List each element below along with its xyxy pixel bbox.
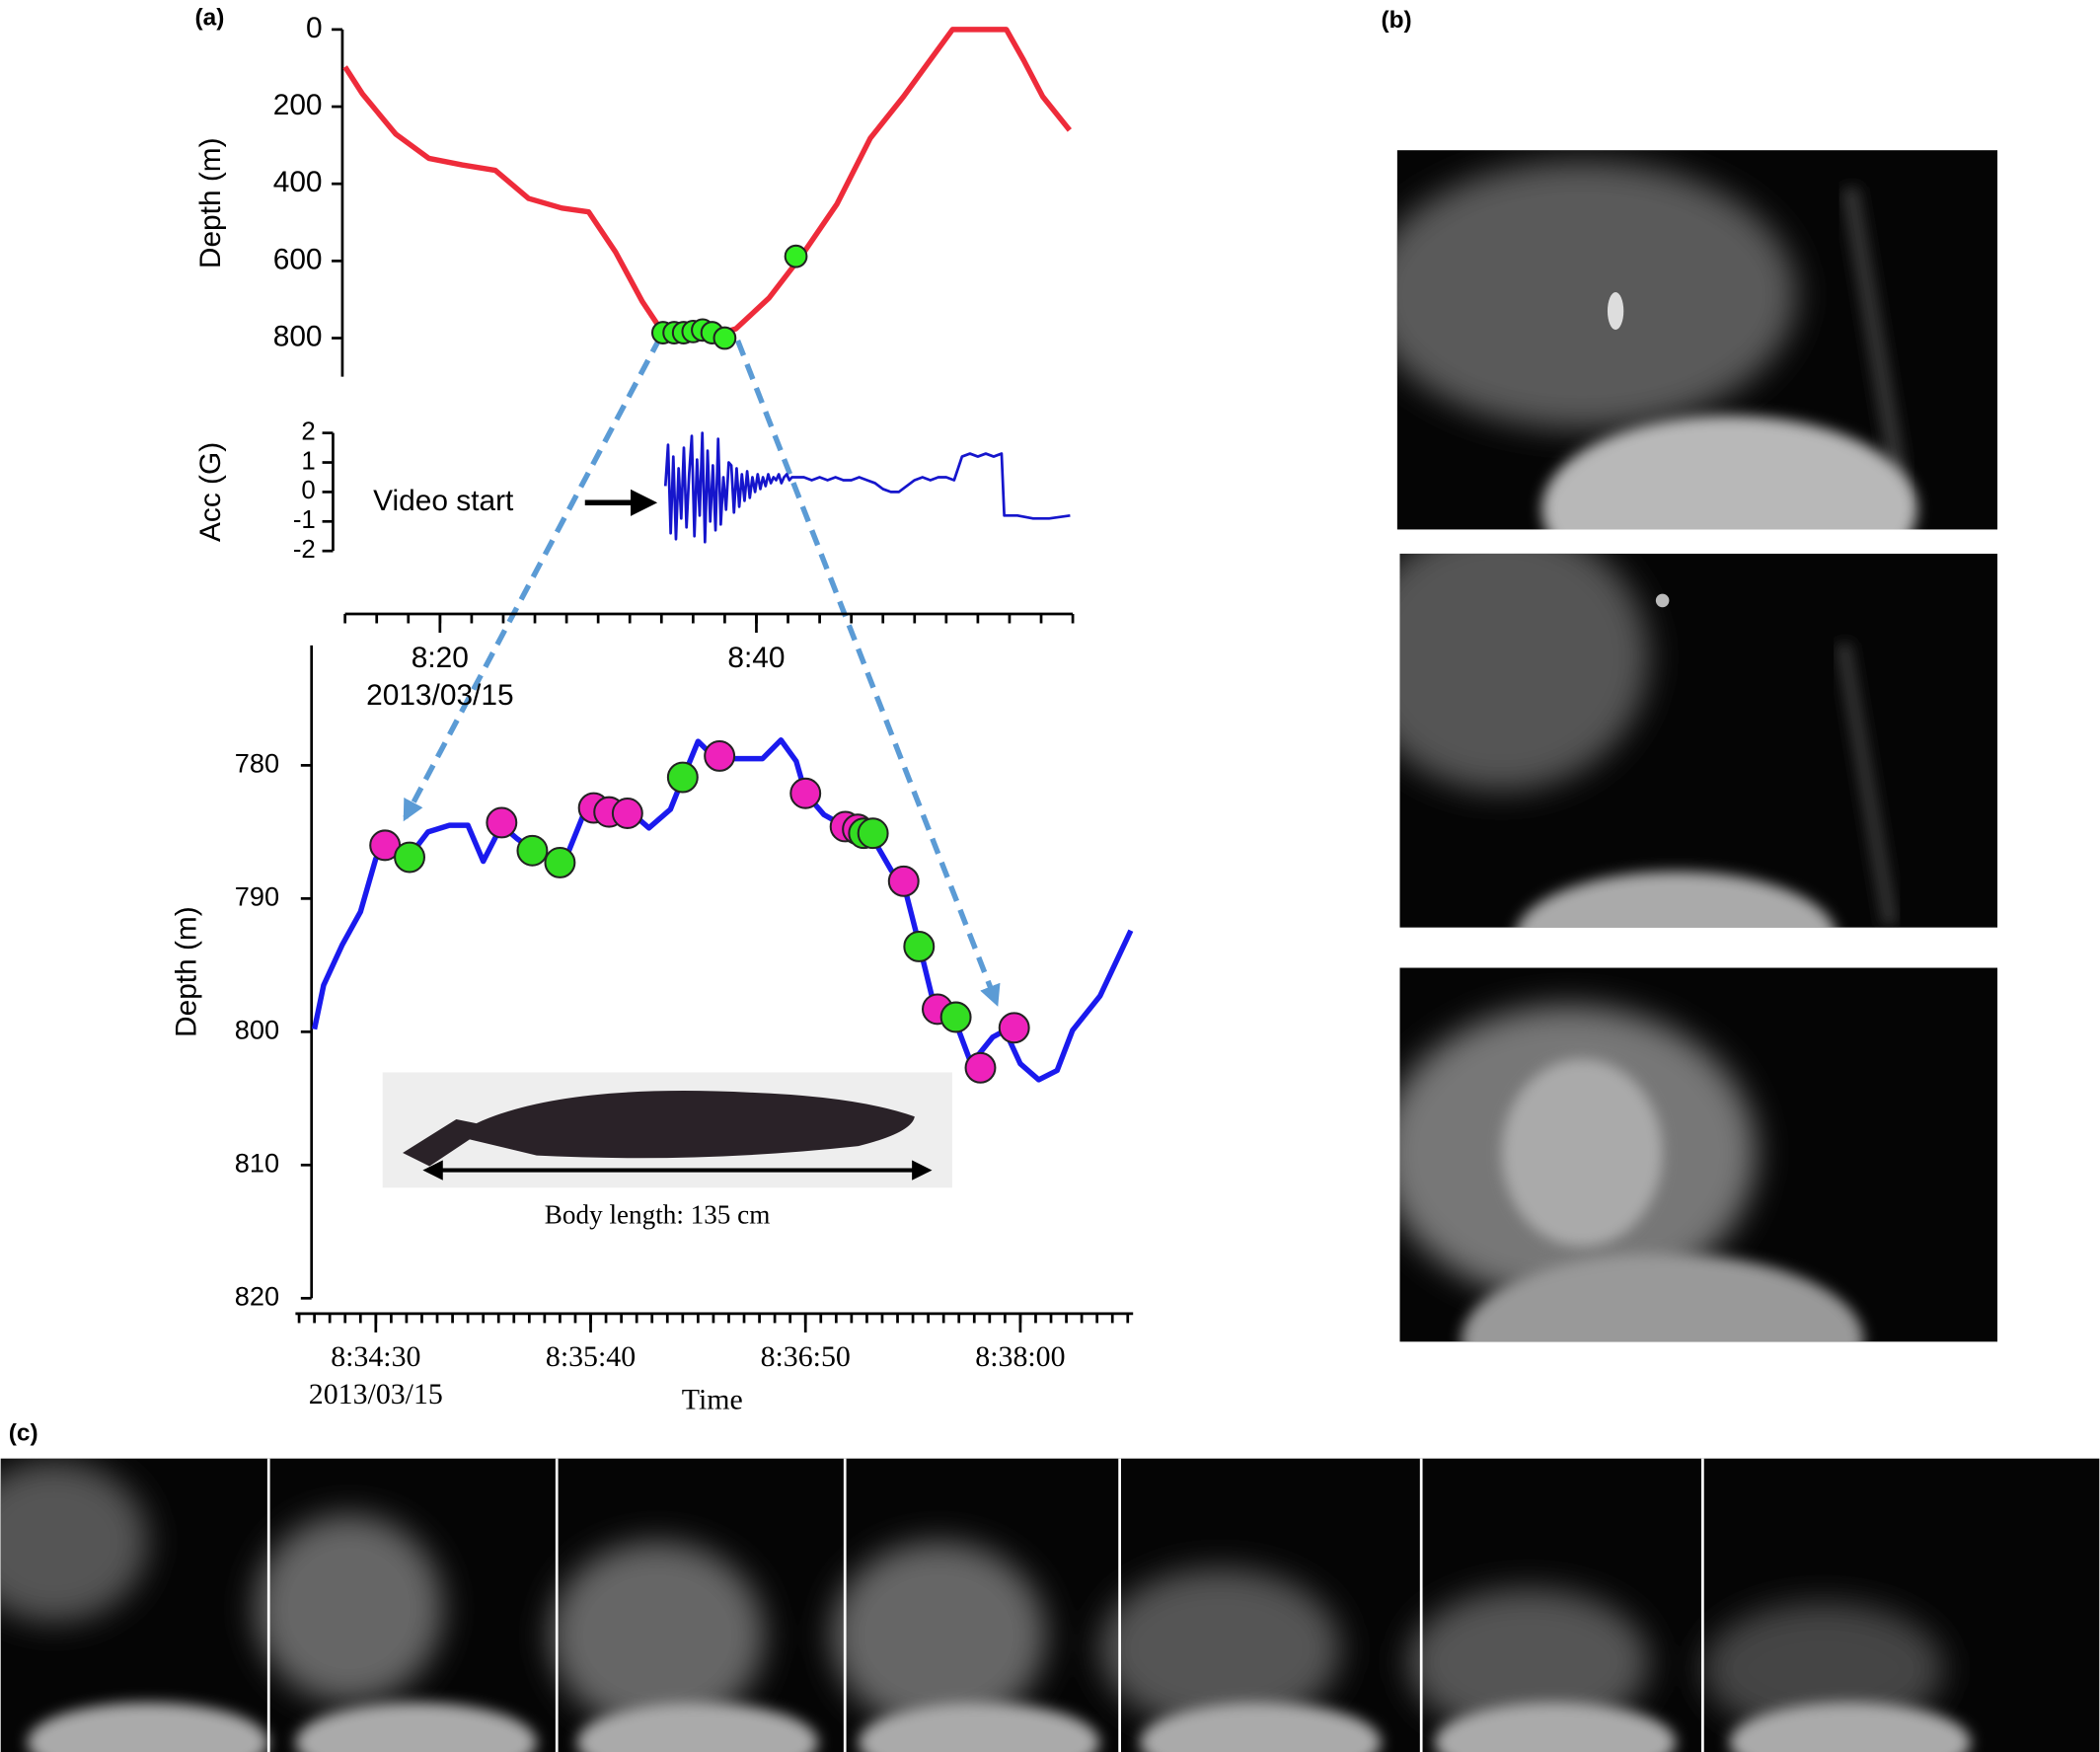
data-point	[394, 841, 425, 874]
x-tick-label: 8:40	[727, 642, 785, 674]
y-axis-label: Acc (G)	[194, 442, 227, 542]
data-point	[887, 865, 920, 897]
data-line	[663, 431, 1071, 544]
y-tick-label: 400	[273, 166, 323, 198]
y-tick-label: 810	[235, 1147, 279, 1178]
data-point	[486, 806, 518, 839]
x-tick-label: 8:34:30	[331, 1340, 420, 1373]
y-tick-label: 800	[273, 320, 323, 352]
data-point	[964, 1051, 997, 1084]
data-point	[611, 798, 643, 829]
video-strip	[0, 1458, 2100, 1752]
data-point	[939, 1001, 972, 1033]
zoom-arrow	[403, 336, 663, 822]
x-tick-label: 8:36:50	[761, 1340, 851, 1373]
y-tick-label: 780	[235, 748, 279, 779]
data-point	[704, 739, 736, 772]
y-tick-label: 600	[273, 243, 323, 275]
x-tick-label: 8:38:00	[975, 1340, 1065, 1373]
data-point	[903, 930, 936, 962]
data-line	[311, 737, 1134, 1083]
video-frame	[1396, 150, 1998, 530]
y-tick-label: 800	[235, 1015, 279, 1045]
data-point	[998, 1012, 1030, 1044]
y-axis-label: Depth (m)	[171, 906, 203, 1037]
video-frame	[1399, 553, 1998, 928]
data-point	[712, 326, 737, 350]
x-date-label: 2013/03/15	[366, 679, 513, 712]
y-tick-label: 2	[301, 418, 315, 445]
annotation: Video start	[373, 485, 514, 517]
data-point	[784, 244, 808, 268]
y-tick-label: -2	[293, 536, 316, 564]
y-tick-label: 790	[235, 881, 279, 912]
x-tick-label: 8:20	[412, 642, 469, 674]
x-tick-label: 8:35:40	[546, 1340, 636, 1373]
video-frame	[1399, 967, 1998, 1342]
y-tick-label: 0	[301, 477, 315, 504]
y-tick-label: 0	[306, 12, 323, 44]
data-point	[544, 846, 576, 878]
annotation: Body length: 135 cm	[545, 1199, 771, 1229]
panel-label: (c)	[9, 1420, 38, 1447]
data-point	[789, 777, 822, 809]
y-axis-label: Depth (m)	[194, 137, 227, 268]
y-tick-label: -1	[293, 506, 316, 534]
panel-label: (a)	[195, 4, 225, 31]
data-point	[516, 834, 549, 867]
data-point	[666, 761, 699, 794]
y-tick-label: 820	[235, 1280, 279, 1311]
zoom-arrow	[735, 339, 1001, 1007]
y-tick-label: 1	[301, 447, 315, 475]
x-date-label: 2013/03/15	[309, 1378, 443, 1410]
data-line	[342, 27, 1073, 342]
data-point	[857, 817, 889, 850]
x-axis-label: Time	[682, 1383, 743, 1415]
panel-label: (b)	[1381, 7, 1411, 34]
y-tick-label: 200	[273, 89, 323, 121]
